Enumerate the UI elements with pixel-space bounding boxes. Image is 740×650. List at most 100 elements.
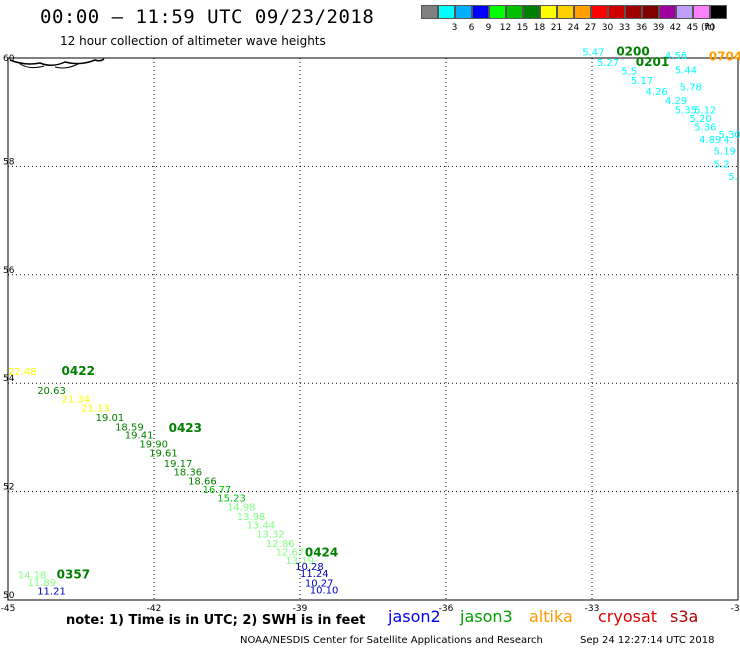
legend-swatch <box>591 5 608 19</box>
legend-label: 45 <box>686 23 699 33</box>
y-tick-label: 52 <box>3 483 14 493</box>
wave-height-label: 14.98 <box>227 503 256 514</box>
wave-height-label: 19.90 <box>139 440 168 451</box>
x-tick-label: -36 <box>439 604 454 614</box>
wave-height-label: 5.20 <box>689 114 711 125</box>
wave-height-label: 4.56 <box>665 51 687 62</box>
legend-swatch <box>710 5 727 19</box>
wave-height-label: 5.19 <box>714 146 736 157</box>
wave-height-label: 22.48 <box>8 367 37 378</box>
wave-height-label: 14.18 <box>18 570 47 581</box>
legend-swatch <box>489 5 506 19</box>
wave-height-label: 5.2 <box>714 159 730 170</box>
wave-height-label: 13.44 <box>246 520 275 531</box>
wave-height-label: 10.10 <box>310 585 339 596</box>
wave-height-label: 4.89 <box>699 135 721 146</box>
legend-swatch <box>642 5 659 19</box>
wave-height-label: 5.27 <box>597 58 619 69</box>
timestamp: Sep 24 12:27:14 UTC 2018 <box>580 635 715 646</box>
legend-swatch <box>557 5 574 19</box>
legend-label: 30 <box>601 23 614 33</box>
x-tick-label: -39 <box>293 604 308 614</box>
legend-swatch <box>506 5 523 19</box>
satellite-altika: altika <box>529 607 573 626</box>
wave-height-label: 5.12 <box>694 105 716 116</box>
x-tick-label: -42 <box>147 604 162 614</box>
legend-swatch <box>421 5 438 19</box>
wave-height-label: 4. <box>723 135 733 146</box>
credit-line: NOAA/NESDIS Center for Satellite Applica… <box>240 635 543 646</box>
wave-height-label: 10.28 <box>295 562 324 573</box>
legend-unit: (ft) <box>701 23 715 33</box>
pass-time-label: 0424 <box>305 546 338 560</box>
wave-height-label: 11.89 <box>27 578 56 589</box>
y-tick-label: 60 <box>3 54 15 64</box>
pass-time-label: 0357 <box>57 567 90 581</box>
wave-height-label: 5. <box>728 172 738 183</box>
wave-height-label: 21.13 <box>81 403 110 414</box>
wave-height-label: 11.24 <box>300 569 329 580</box>
wave-height-label: 5.36 <box>694 123 716 134</box>
wave-height-label: 18.66 <box>188 477 217 488</box>
pass-time-label: 0201 <box>636 55 669 69</box>
x-tick-label: -30 <box>731 604 740 614</box>
wave-height-label: 12.67 <box>276 548 305 559</box>
legend-label: 27 <box>584 23 597 33</box>
legend-swatch <box>438 5 455 19</box>
legend-swatch <box>574 5 591 19</box>
wave-height-label: 20.63 <box>37 386 66 397</box>
y-tick-label: 58 <box>3 157 15 167</box>
wave-height-label: 13.98 <box>237 512 266 523</box>
wave-height-label: 11.21 <box>37 587 66 598</box>
legend-swatch <box>540 5 557 19</box>
pass-time-label: 0422 <box>62 364 95 378</box>
coastline <box>19 63 79 69</box>
x-tick-label: -33 <box>585 604 600 614</box>
wave-height-label: 13.19 <box>285 556 314 567</box>
legend-label: 33 <box>618 23 631 33</box>
legend-label: 42 <box>669 23 682 33</box>
wave-height-label: 19.61 <box>149 448 178 459</box>
wave-height-label: 15.23 <box>217 493 246 504</box>
satellite-cryosat: cryosat <box>598 607 658 626</box>
wave-height-label: 18.59 <box>115 422 144 433</box>
wave-height-label: 19.17 <box>164 459 193 470</box>
legend-label: 15 <box>516 23 529 33</box>
footnote: note: 1) Time is in UTC; 2) SWH is in fe… <box>66 613 366 628</box>
wave-height-label: 5.78 <box>680 83 702 94</box>
wave-height-label: 21.34 <box>62 395 91 406</box>
legend-label: 12 <box>499 23 512 33</box>
legend-label: 6 <box>468 23 475 33</box>
legend-label: 70 <box>703 23 716 33</box>
legend-label: 39 <box>652 23 665 33</box>
legend-swatch <box>625 5 642 19</box>
pass-time-label: 0704 <box>709 50 740 64</box>
legend-label: 9 <box>485 23 492 33</box>
legend-swatch <box>608 5 625 19</box>
y-tick-label: 54 <box>3 374 15 384</box>
legend-label: 18 <box>533 23 546 33</box>
wave-height-label: 12.86 <box>266 539 295 550</box>
y-tick-label: 50 <box>3 591 15 601</box>
satellite-jason3: jason3 <box>460 607 513 626</box>
satellite-jason2: jason2 <box>388 607 441 626</box>
wave-height-label: 5.44 <box>675 66 697 77</box>
legend-label: 36 <box>635 23 648 33</box>
legend-swatch <box>693 5 710 19</box>
wave-height-label: 19.01 <box>96 413 125 424</box>
legend-swatch <box>455 5 472 19</box>
wave-height-label: 5.47 <box>582 47 604 58</box>
pass-time-label: 0423 <box>169 421 202 435</box>
wave-height-label: 5.5 <box>621 66 637 77</box>
wave-height-label: 16.77 <box>203 485 232 496</box>
legend-swatch <box>523 5 540 19</box>
legend-swatch <box>472 5 489 19</box>
y-tick-label: 56 <box>3 266 15 276</box>
wave-height-label: 4.29 <box>665 96 687 107</box>
wave-height-label: 5.17 <box>631 76 653 87</box>
page-title: 00:00 – 11:59 UTC 09/23/2018 <box>40 6 375 28</box>
coastline <box>9 58 105 66</box>
wave-height-label: 5.35 <box>675 105 697 116</box>
wave-height-label: 13.32 <box>256 530 285 541</box>
